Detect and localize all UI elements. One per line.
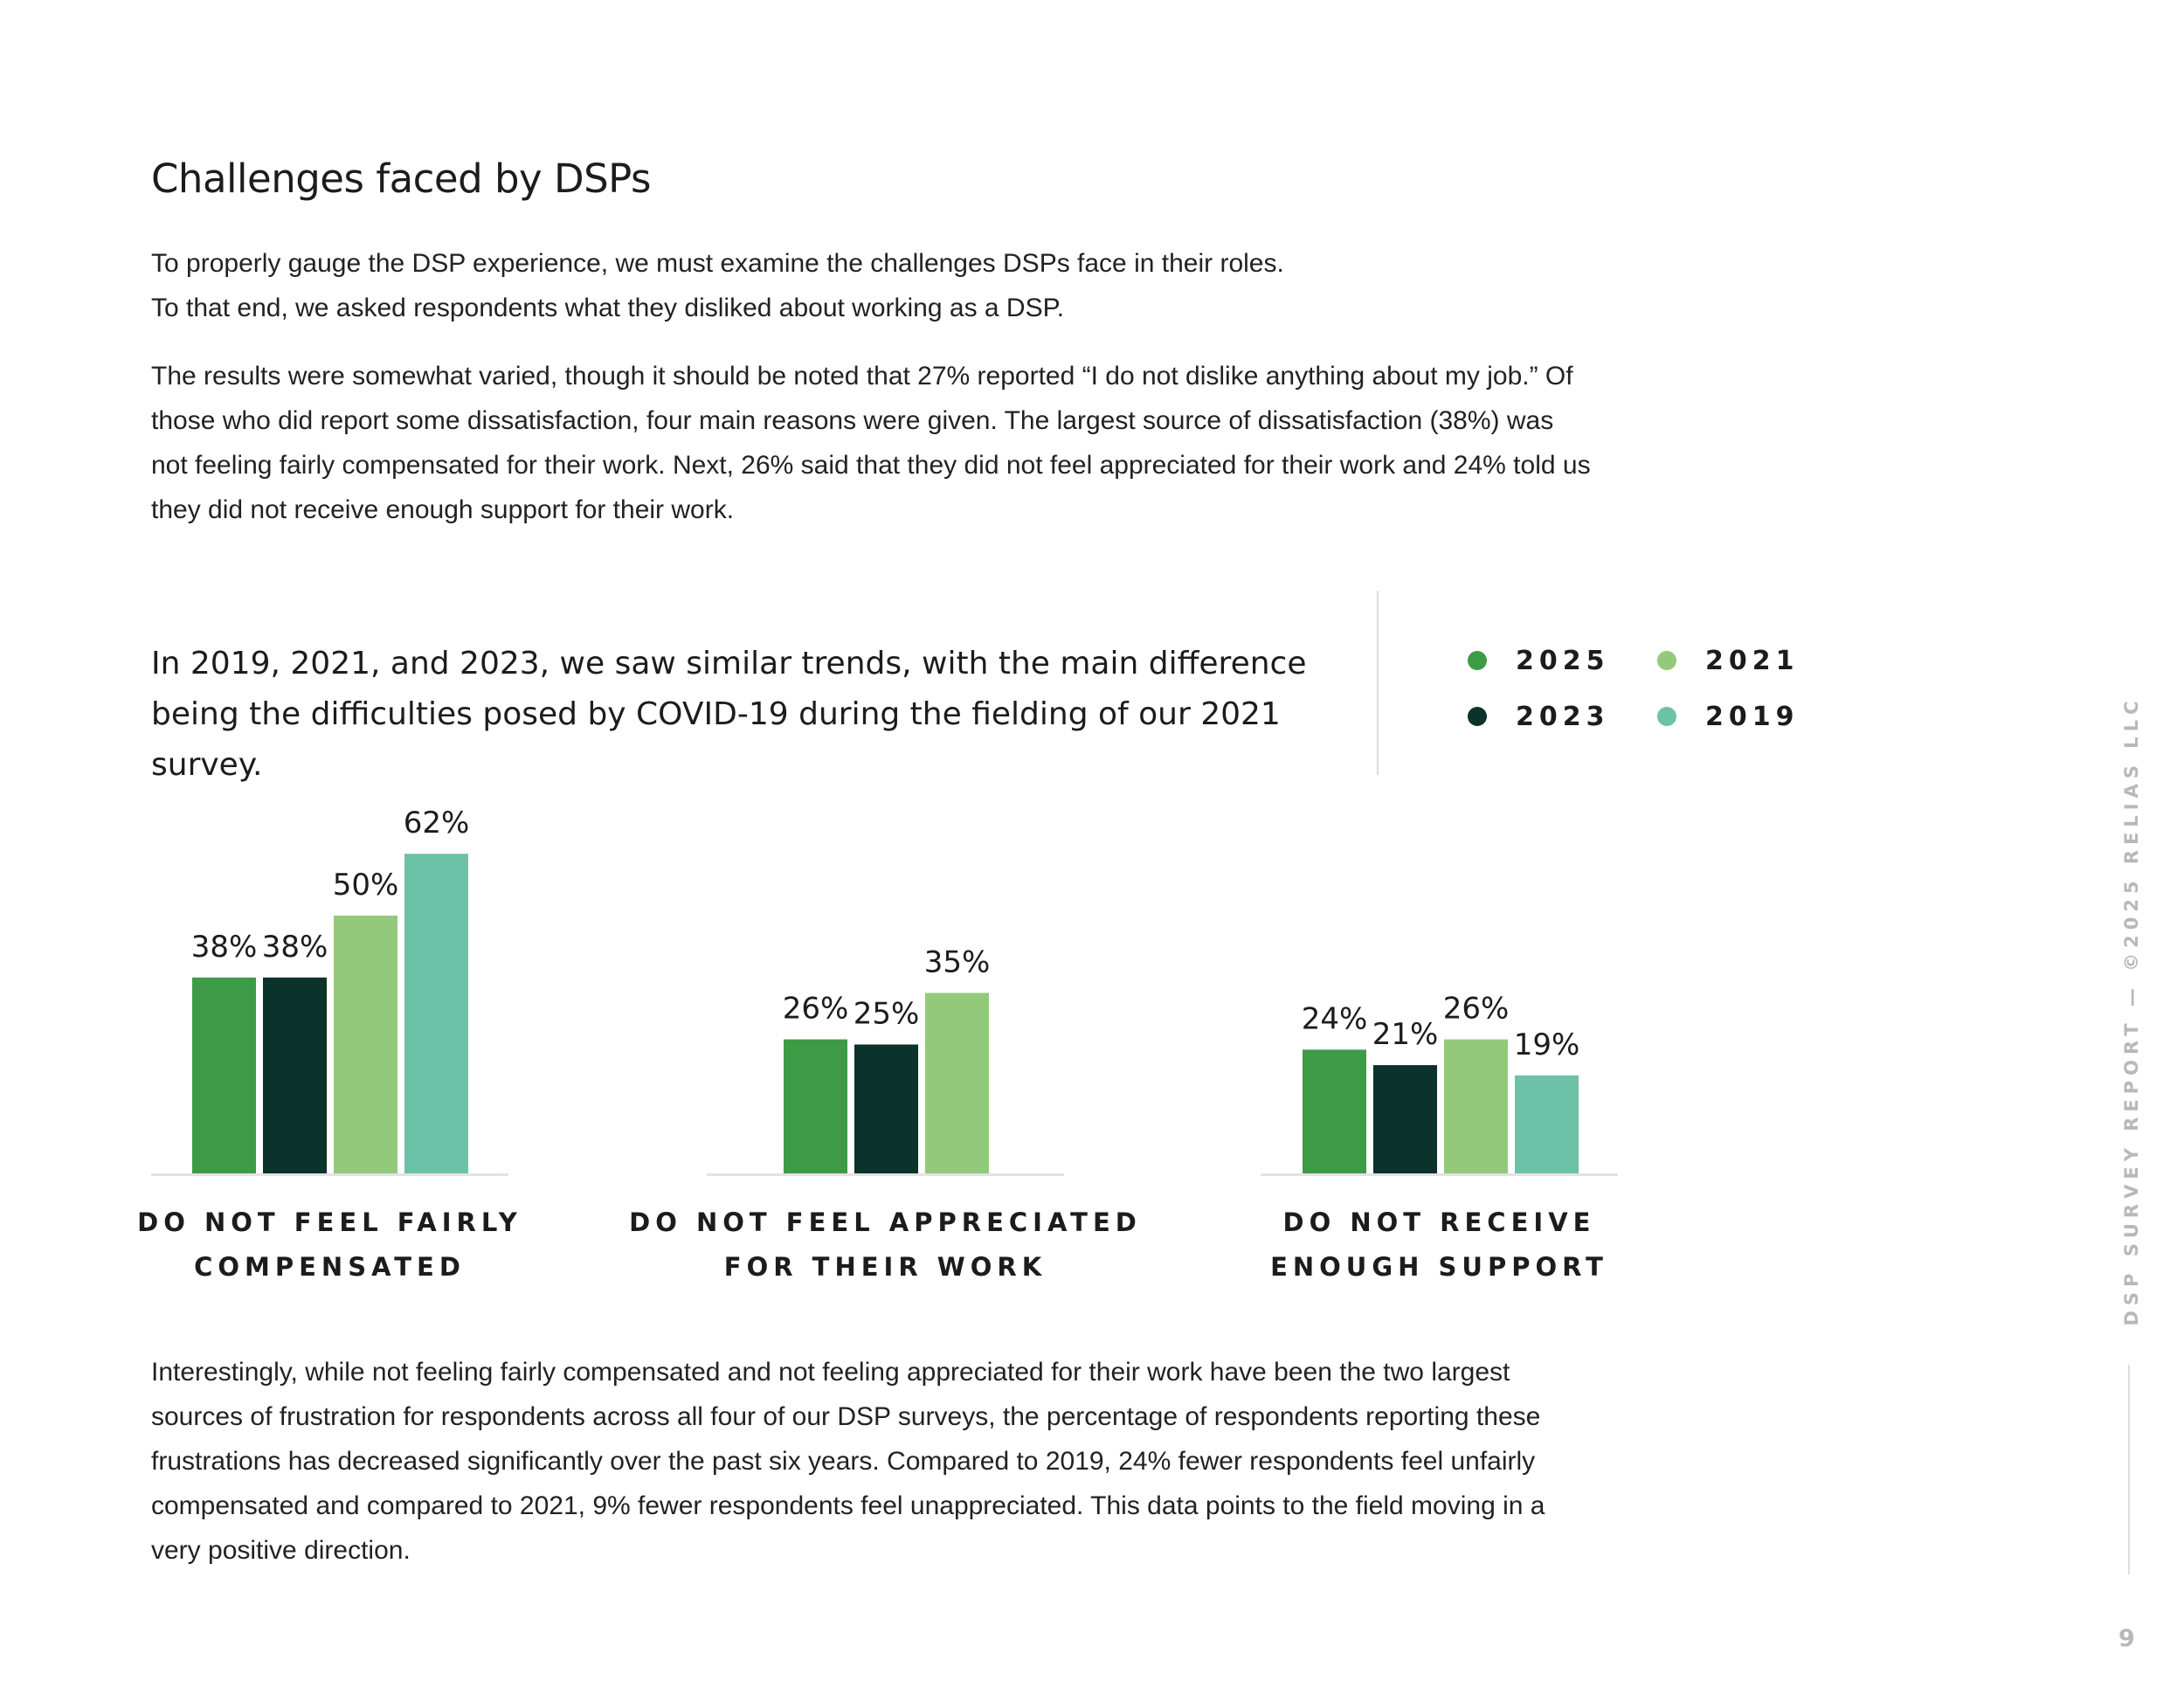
value-label: 19%	[1514, 1027, 1580, 1062]
legend-swatch	[1657, 707, 1676, 726]
legend-swatch	[1468, 651, 1487, 670]
value-label: 38%	[191, 930, 258, 965]
callout: In 2019, 2021, and 2023, we saw similar …	[151, 646, 1307, 783]
value-label: 24%	[1302, 1001, 1368, 1036]
bar	[1373, 1065, 1437, 1173]
bar	[784, 1039, 847, 1173]
bar	[1303, 1049, 1366, 1173]
side-rule	[2128, 1365, 2130, 1574]
page-number: 9	[2118, 1625, 2135, 1652]
bar	[854, 1044, 918, 1173]
legend-swatch	[1657, 651, 1676, 670]
value-label: 21%	[1372, 1017, 1439, 1052]
category-label: DO NOT FEEL APPRECIATED FOR THEIR WORK	[629, 1207, 1142, 1282]
intro-line: To that end, we asked respondents what t…	[151, 294, 1065, 322]
divider	[1377, 591, 1379, 775]
bar	[263, 977, 327, 1173]
page-title: Challenges faced by DSPs	[151, 156, 651, 202]
value-label: 25%	[854, 997, 920, 1032]
legend-label: 2021	[1705, 646, 1800, 676]
side-text: DSP SURVEY REPORT — ©2025 RELIAS LLC	[2121, 695, 2142, 1326]
legend-label: 2019	[1705, 702, 1800, 732]
value-label: 26%	[1443, 992, 1510, 1027]
bar	[925, 993, 989, 1173]
value-label: 50%	[333, 868, 399, 903]
legend-label: 2023	[1516, 702, 1610, 732]
value-label: 26%	[783, 992, 849, 1027]
legend-label: 2025	[1516, 646, 1610, 676]
category-label: DO NOT RECEIVE ENOUGH SUPPORT	[1270, 1207, 1608, 1282]
legend-swatch	[1468, 707, 1487, 726]
bar	[1515, 1075, 1579, 1173]
bar	[334, 916, 397, 1173]
bar	[404, 854, 468, 1173]
value-label: 62%	[404, 806, 470, 841]
value-label: 35%	[924, 945, 991, 980]
intro: To properly gauge the DSP experience, we…	[151, 241, 1593, 330]
conclusion: Interestingly, while not feeling fairly …	[151, 1358, 1545, 1565]
intro-line: To properly gauge the DSP experience, we…	[151, 249, 1284, 278]
category-label: DO NOT FEEL FAIRLY COMPENSATED	[137, 1207, 522, 1282]
value-label: 38%	[262, 930, 328, 965]
bar	[1444, 1039, 1508, 1173]
paragraph: The results were somewhat varied, though…	[151, 362, 1591, 524]
bar	[192, 977, 256, 1173]
